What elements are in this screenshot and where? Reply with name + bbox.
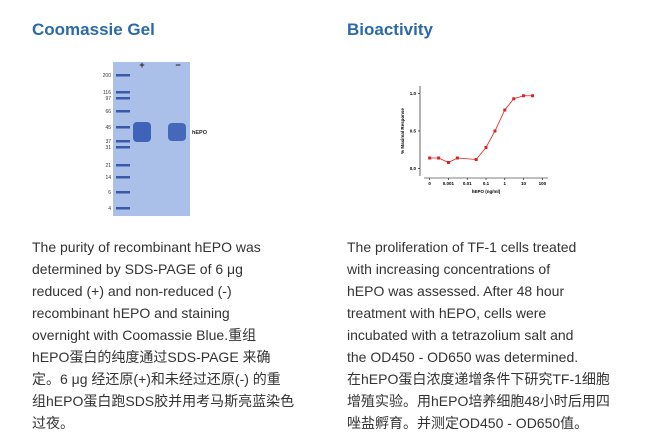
text-line: 过夜。	[32, 415, 74, 431]
gel-band	[168, 123, 186, 141]
point	[493, 129, 497, 133]
ladder-band	[116, 146, 130, 149]
point	[484, 146, 488, 149]
y-tick-label: 0.0	[410, 166, 417, 171]
point	[437, 156, 441, 160]
marker-label: 6	[108, 190, 111, 196]
lane-label: −	[175, 60, 180, 70]
x-tick-label: 0.001	[443, 181, 455, 186]
ladder-band	[116, 140, 130, 143]
ladder-band	[116, 110, 130, 113]
text-line: 在hEPO蛋白浓度递增条件下研究TF-1细胞	[347, 371, 610, 387]
x-axis-label: hEPO (ng/ml)	[472, 189, 501, 194]
section-title: Bioactivity	[347, 20, 433, 39]
ladder-band	[116, 97, 130, 100]
ladder-band	[116, 191, 130, 194]
text-line: hEPO蛋白的纯度通过SDS-PAGE 来确	[32, 349, 271, 365]
x-tick-label: 10	[521, 181, 527, 186]
text-line: The purity of recombinant hEPO was	[32, 239, 261, 255]
marker-label: 97	[105, 96, 111, 102]
description: The proliferation of TF-1 cells treated w…	[347, 236, 610, 434]
text-line: 定。6 μg 经还原(+)和未经过还原(-) 的重	[32, 371, 281, 387]
marker-label: 37	[105, 139, 111, 145]
text-line: the OD450 - OD650 was determined.	[347, 349, 579, 365]
text-line: with increasing concentrations of	[347, 261, 551, 277]
ladder-band	[116, 176, 130, 179]
y-tick-label: 0.5	[410, 129, 417, 134]
marker-label: 31	[105, 145, 111, 151]
text-line: determined by SDS-PAGE of 6 μg	[32, 261, 243, 277]
band-label: hEPO	[192, 130, 208, 136]
marker-label: 116	[103, 90, 111, 96]
point	[531, 94, 535, 98]
point	[455, 156, 459, 160]
x-tick-label: 1	[504, 181, 507, 186]
y-axis-label: % Maximal Response	[400, 108, 405, 154]
ladder-band	[116, 74, 130, 77]
point	[446, 161, 450, 164]
point	[474, 158, 478, 161]
point	[522, 94, 526, 98]
text-line: The proliferation of TF-1 cells treated	[347, 239, 577, 255]
x-tick-label: 0.01	[463, 181, 472, 186]
fit-line	[429, 95, 533, 163]
marker-label: 4	[108, 206, 111, 212]
point	[512, 97, 516, 101]
marker-label: 45	[105, 125, 111, 131]
point	[428, 156, 432, 160]
text-line: treatment with hEPO, cells were	[347, 305, 547, 321]
text-line: overnight with Coomassie Blue.重组	[32, 327, 257, 343]
gel-band	[133, 122, 151, 142]
text-line: hEPO was assessed. After 48 hour	[347, 283, 565, 299]
x-tick-label: 100	[539, 181, 547, 186]
text-line: incubated with a tetrazolium salt and	[347, 327, 574, 343]
text-line: 组hEPO蛋白跑SDS胶并用考马斯亮蓝染色	[32, 393, 295, 409]
ladder-band	[116, 126, 130, 129]
text-line: reduced (+) and non-reduced (-)	[32, 283, 232, 299]
description: The purity of recombinant hEPO was determ…	[32, 236, 294, 434]
x-tick-label: 0.1	[483, 181, 490, 186]
text-line: 增殖实验。用hEPO培养细胞48小时后用四	[347, 393, 610, 409]
ladder-band	[116, 164, 130, 167]
marker-label: 14	[105, 175, 111, 181]
lane-label: +	[139, 60, 144, 70]
text-line: recombinant hEPO and staining	[32, 305, 230, 321]
section-title: Coomassie Gel	[32, 20, 155, 39]
marker-label: 21	[105, 163, 111, 169]
ladder-band	[116, 91, 130, 94]
y-tick-label: 1.0	[410, 91, 417, 96]
marker-label: 200	[103, 73, 112, 79]
ladder-band	[116, 207, 130, 210]
x-tick-label: 0	[428, 181, 431, 186]
marker-label: 66	[105, 109, 111, 115]
text-line: 唑盐孵育。并测定OD450 - OD650值。	[347, 415, 589, 431]
point	[503, 108, 507, 112]
